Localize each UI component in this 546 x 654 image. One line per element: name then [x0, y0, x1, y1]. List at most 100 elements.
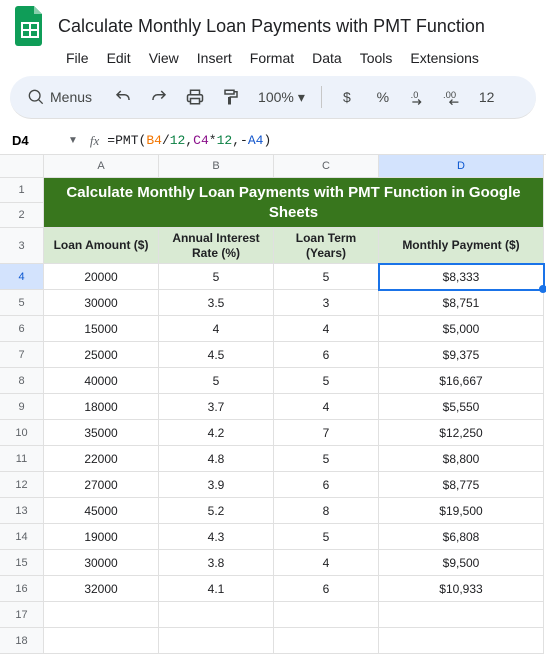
menu-tools[interactable]: Tools [352, 46, 401, 70]
cell-B15[interactable]: 3.8 [159, 550, 274, 576]
formula-input[interactable]: =PMT(B4/12,C4*12,-A4) [107, 133, 271, 148]
cell-B16[interactable]: 4.1 [159, 576, 274, 602]
menu-format[interactable]: Format [242, 46, 302, 70]
increase-decimal-button[interactable]: .00 [440, 82, 470, 112]
cell-D10[interactable]: $12,250 [379, 420, 544, 446]
cell-C15[interactable]: 4 [274, 550, 379, 576]
cell-A11[interactable]: 22000 [44, 446, 159, 472]
cell-A16[interactable]: 32000 [44, 576, 159, 602]
cell-C9[interactable]: 4 [274, 394, 379, 420]
undo-button[interactable] [108, 82, 138, 112]
row-header-4[interactable]: 4 [0, 264, 44, 290]
row-header-14[interactable]: 14 [0, 524, 44, 550]
menu-extensions[interactable]: Extensions [402, 46, 486, 70]
cell-C4[interactable]: 5 [274, 264, 379, 290]
row-header-10[interactable]: 10 [0, 420, 44, 446]
cell-B11[interactable]: 4.8 [159, 446, 274, 472]
sheets-logo-icon[interactable] [12, 8, 48, 44]
cell-D14[interactable]: $6,808 [379, 524, 544, 550]
cell-A5[interactable]: 30000 [44, 290, 159, 316]
cell-B9[interactable]: 3.7 [159, 394, 274, 420]
cell-C8[interactable]: 5 [274, 368, 379, 394]
row-header-17[interactable]: 17 [0, 602, 44, 628]
row-header-2[interactable]: 2 [0, 203, 44, 228]
redo-button[interactable] [144, 82, 174, 112]
font-size[interactable]: 12 [476, 89, 498, 105]
row-header-15[interactable]: 15 [0, 550, 44, 576]
cell-empty[interactable] [379, 602, 544, 628]
row-header-7[interactable]: 7 [0, 342, 44, 368]
cell-D11[interactable]: $8,800 [379, 446, 544, 472]
row-header-1[interactable]: 1 [0, 178, 44, 203]
cell-B8[interactable]: 5 [159, 368, 274, 394]
cell-A8[interactable]: 40000 [44, 368, 159, 394]
percent-button[interactable]: % [368, 82, 398, 112]
cell-empty[interactable] [159, 602, 274, 628]
cell-A7[interactable]: 25000 [44, 342, 159, 368]
cell-D12[interactable]: $8,775 [379, 472, 544, 498]
row-header-8[interactable]: 8 [0, 368, 44, 394]
cell-D13[interactable]: $19,500 [379, 498, 544, 524]
cell-B7[interactable]: 4.5 [159, 342, 274, 368]
cell-D6[interactable]: $5,000 [379, 316, 544, 342]
column-header-D[interactable]: D [379, 155, 544, 178]
cell-C16[interactable]: 6 [274, 576, 379, 602]
column-header-C[interactable]: C [274, 155, 379, 178]
select-all-corner[interactable] [0, 155, 44, 178]
zoom-dropdown[interactable]: 100% ▾ [252, 85, 311, 110]
cell-B6[interactable]: 4 [159, 316, 274, 342]
cell-D5[interactable]: $8,751 [379, 290, 544, 316]
cell-A10[interactable]: 35000 [44, 420, 159, 446]
cell-A9[interactable]: 18000 [44, 394, 159, 420]
cell-A13[interactable]: 45000 [44, 498, 159, 524]
cell-empty[interactable] [274, 628, 379, 654]
name-box[interactable] [8, 131, 68, 150]
cell-A6[interactable]: 15000 [44, 316, 159, 342]
cell-A12[interactable]: 27000 [44, 472, 159, 498]
column-header-cell[interactable]: Loan Amount ($) [44, 228, 159, 264]
menu-file[interactable]: File [58, 46, 97, 70]
cell-B13[interactable]: 5.2 [159, 498, 274, 524]
row-header-3[interactable]: 3 [0, 228, 44, 264]
cell-C11[interactable]: 5 [274, 446, 379, 472]
cell-A15[interactable]: 30000 [44, 550, 159, 576]
column-header-cell[interactable]: Annual Interest Rate (%) [159, 228, 274, 264]
currency-button[interactable]: $ [332, 82, 362, 112]
cell-D9[interactable]: $5,550 [379, 394, 544, 420]
cell-C7[interactable]: 6 [274, 342, 379, 368]
cell-B12[interactable]: 3.9 [159, 472, 274, 498]
column-header-B[interactable]: B [159, 155, 274, 178]
cell-A4[interactable]: 20000 [44, 264, 159, 290]
cell-B10[interactable]: 4.2 [159, 420, 274, 446]
sheet-title-cell[interactable]: Calculate Monthly Loan Payments with PMT… [44, 178, 544, 228]
column-header-cell[interactable]: Monthly Payment ($) [379, 228, 544, 264]
cell-empty[interactable] [159, 628, 274, 654]
cell-B14[interactable]: 4.3 [159, 524, 274, 550]
row-header-6[interactable]: 6 [0, 316, 44, 342]
decrease-decimal-button[interactable]: .0 [404, 82, 434, 112]
cell-B4[interactable]: 5 [159, 264, 274, 290]
menu-insert[interactable]: Insert [189, 46, 240, 70]
cell-D7[interactable]: $9,375 [379, 342, 544, 368]
row-header-9[interactable]: 9 [0, 394, 44, 420]
cell-D16[interactable]: $10,933 [379, 576, 544, 602]
row-header-12[interactable]: 12 [0, 472, 44, 498]
cell-B5[interactable]: 3.5 [159, 290, 274, 316]
row-header-5[interactable]: 5 [0, 290, 44, 316]
cell-C13[interactable]: 8 [274, 498, 379, 524]
cell-D4[interactable]: $8,333 [379, 264, 544, 290]
print-button[interactable] [180, 82, 210, 112]
cell-empty[interactable] [44, 628, 159, 654]
row-header-16[interactable]: 16 [0, 576, 44, 602]
cell-D8[interactable]: $16,667 [379, 368, 544, 394]
menus-search-button[interactable]: Menus [18, 85, 102, 109]
cell-C6[interactable]: 4 [274, 316, 379, 342]
cell-empty[interactable] [379, 628, 544, 654]
cell-A14[interactable]: 19000 [44, 524, 159, 550]
cell-C14[interactable]: 5 [274, 524, 379, 550]
cell-empty[interactable] [274, 602, 379, 628]
menu-data[interactable]: Data [304, 46, 350, 70]
cell-C10[interactable]: 7 [274, 420, 379, 446]
selection-handle[interactable] [539, 285, 546, 293]
column-header-A[interactable]: A [44, 155, 159, 178]
